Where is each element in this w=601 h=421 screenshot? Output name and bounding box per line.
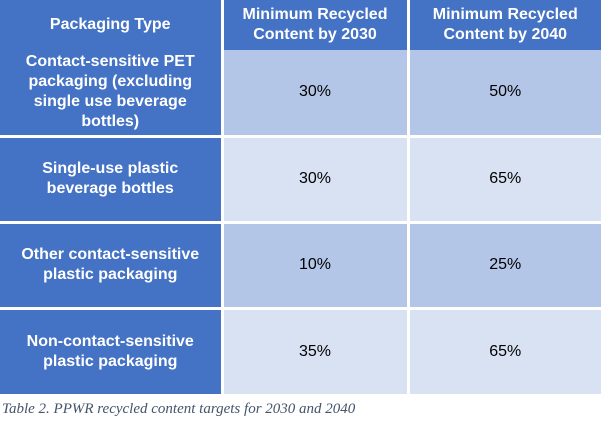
header-row: Packaging Type Minimum Recycled Content … <box>0 0 601 50</box>
value-2030: 10% <box>220 220 410 310</box>
value-2030: 30% <box>220 134 410 224</box>
value-2040: 65% <box>406 306 601 394</box>
table-row: Single-use plastic beverage bottles 30% … <box>0 134 601 224</box>
value-2030: 35% <box>220 306 410 394</box>
value-2030: 30% <box>220 50 410 138</box>
table-row: Non-contact-sensitive plastic packaging … <box>0 306 601 394</box>
recycled-content-table: Packaging Type Minimum Recycled Content … <box>0 0 601 394</box>
table-caption: Table 2. PPWR recycled content targets f… <box>2 401 356 417</box>
value-2040: 65% <box>406 134 601 224</box>
row-label-non-contact-sensitive: Non-contact-sensitive plastic packaging <box>0 306 224 394</box>
row-label-single-use-bottles: Single-use plastic beverage bottles <box>0 134 224 224</box>
col-header-min-recycled-2040: Minimum Recycled Content by 2040 <box>406 0 601 50</box>
row-label-contact-sensitive-pet: Contact-sensitive PET packaging (excludi… <box>0 50 224 138</box>
table-row: Other contact-sensitive plastic packagin… <box>0 220 601 310</box>
col-header-min-recycled-2030: Minimum Recycled Content by 2030 <box>220 0 410 50</box>
value-2040: 25% <box>406 220 601 310</box>
table-row: Contact-sensitive PET packaging (excludi… <box>0 50 601 138</box>
value-2040: 50% <box>406 50 601 138</box>
col-header-packaging-type: Packaging Type <box>0 0 224 50</box>
row-label-other-contact-sensitive: Other contact-sensitive plastic packagin… <box>0 220 224 310</box>
